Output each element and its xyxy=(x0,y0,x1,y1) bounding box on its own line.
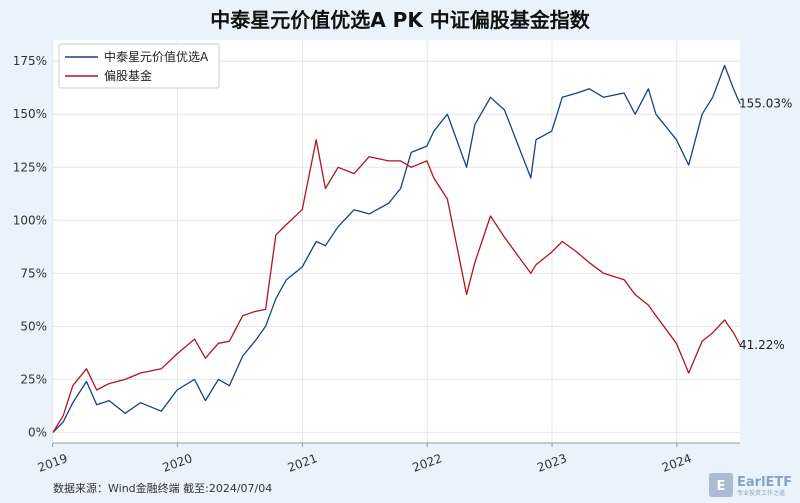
logo-subtext: 专业投资工作之道 xyxy=(737,489,785,497)
y-tick-label: 25% xyxy=(20,372,47,386)
end-labels: 155.03% 41.22% xyxy=(739,97,792,352)
legend: 中泰星元价值优选A 偏股基金 xyxy=(58,43,220,89)
x-axis: 2019 2020 2021 2022 2023 2024 xyxy=(36,442,740,475)
end-value-label-2: 41.22% xyxy=(739,338,785,352)
y-tick-label: 125% xyxy=(13,160,47,174)
chart-title: 中泰星元价值优选A PK 中证偏股基金指数 xyxy=(210,8,591,32)
svg-text:E: E xyxy=(717,479,726,494)
x-tick-label: 2021 xyxy=(286,451,319,475)
series-lines xyxy=(52,64,741,433)
legend-box xyxy=(58,43,220,89)
logo-text: EarlETF xyxy=(737,475,792,490)
y-tick-label: 175% xyxy=(13,54,47,68)
legend-label-series-2: 偏股基金 xyxy=(104,68,152,83)
y-tick-label: 100% xyxy=(13,213,47,227)
y-tick-label: 50% xyxy=(20,319,47,333)
data-source-note: 数据来源：Wind金融终端 截至:2024/07/04 xyxy=(53,481,272,495)
y-tick-label: 0% xyxy=(28,425,47,439)
y-tick-label: 75% xyxy=(20,266,47,280)
x-tick-label: 2024 xyxy=(660,451,693,475)
end-value-label-1: 155.03% xyxy=(739,97,792,111)
x-tick-label: 2019 xyxy=(36,451,69,475)
series-line-2 xyxy=(52,139,741,433)
grid-lines xyxy=(52,40,740,443)
y-axis: 0% 25% 50% 75% 100% 125% 150% 175% xyxy=(13,54,47,439)
y-tick-label: 150% xyxy=(13,107,47,121)
x-tick-label: 2022 xyxy=(411,451,444,475)
logo-icon xyxy=(709,473,733,497)
legend-label-series-1: 中泰星元价值优选A xyxy=(104,49,209,64)
plot-area xyxy=(53,40,740,443)
series-line-1 xyxy=(52,64,741,433)
x-tick-label: 2023 xyxy=(535,451,568,475)
brand-logo: E EarlETF 专业投资工作之道 xyxy=(709,473,792,497)
x-tick-label: 2020 xyxy=(161,451,194,475)
